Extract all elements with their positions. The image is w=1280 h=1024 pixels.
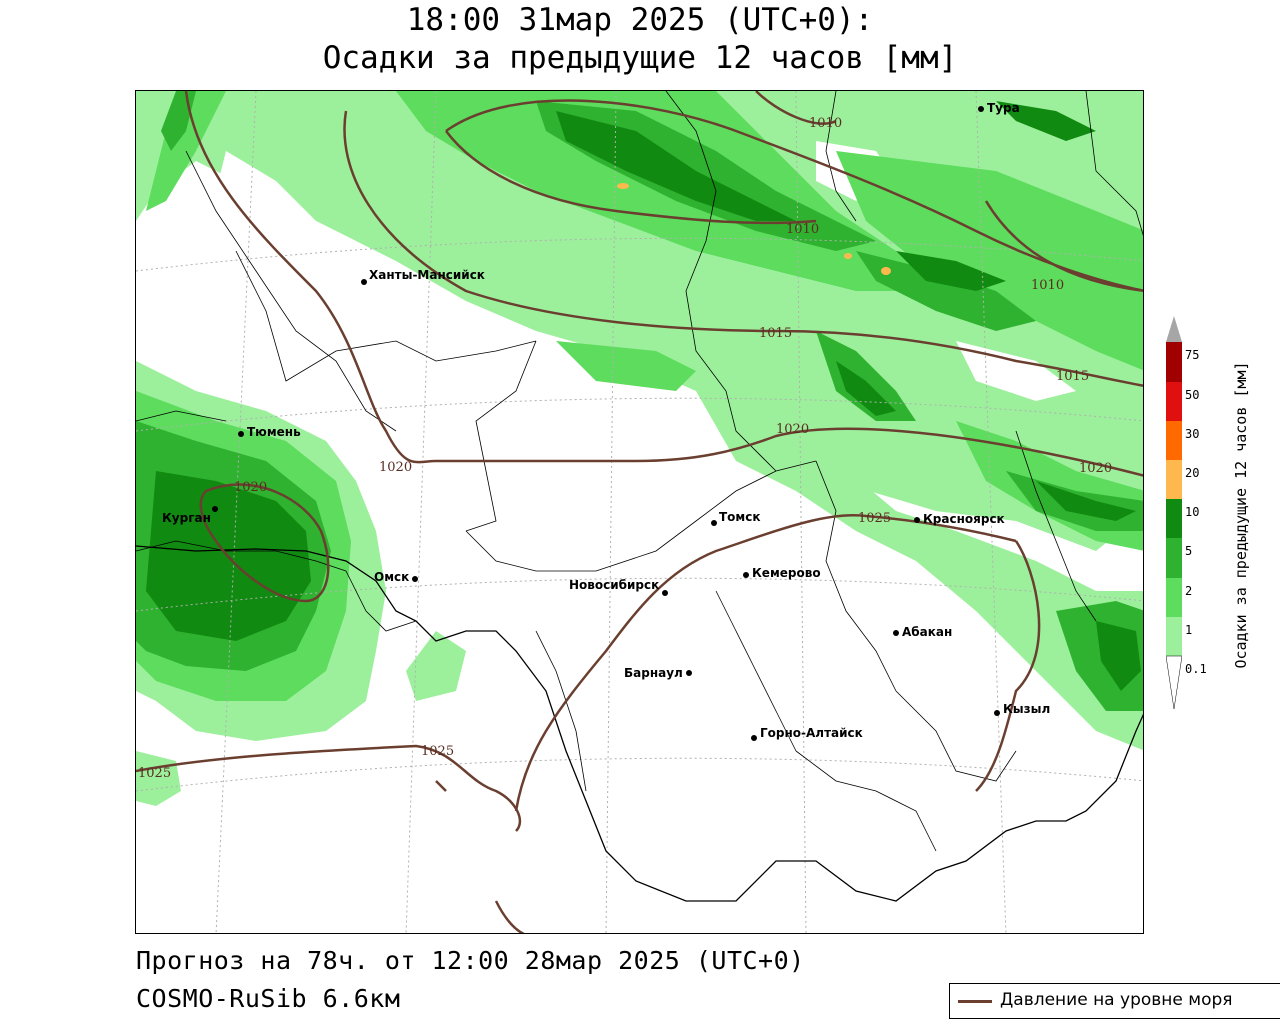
legend-tick-20: 20 xyxy=(1185,466,1200,480)
region-borders xyxy=(136,91,1143,852)
legend-swatch-0.1-1 xyxy=(1166,617,1182,656)
precip-extreme-spots xyxy=(617,183,891,275)
isobar-labels: 1010 1010 1010 1015 1015 1020 1020 1020 … xyxy=(138,116,1112,781)
legend-swatch-5-10 xyxy=(1166,499,1182,538)
city-label-tura: Тура xyxy=(987,101,1020,115)
isobar-label-1020-center: 1020 xyxy=(776,422,809,437)
city-tyumen[interactable]: Тюмень xyxy=(238,425,301,439)
forecast-info: Прогноз на 78ч. от 12:00 28мар 2025 (UTC… xyxy=(136,946,805,975)
city-label-kemerovo: Кемерово xyxy=(752,566,821,580)
legend-tick-1: 1 xyxy=(1185,623,1193,637)
legend-swatch-2-5 xyxy=(1166,538,1182,578)
city-label-tyumen: Тюмень xyxy=(247,425,301,439)
legend-swatch-10-20 xyxy=(1166,460,1182,499)
city-label-novosibirsk: Новосибирск xyxy=(569,578,659,592)
isobar-label-1010-north: 1010 xyxy=(809,116,842,131)
legend-swatch-1-2 xyxy=(1166,578,1182,617)
city-label-barnaul: Барнаул xyxy=(624,666,683,680)
legend-tick-5: 5 xyxy=(1185,544,1193,558)
city-kemerovo[interactable]: Кемерово xyxy=(743,566,821,580)
isobar-legend-label: Давление на уровне моря xyxy=(1000,990,1233,1010)
legend-swatch-50-75 xyxy=(1166,342,1182,382)
city-label-krasnoyarsk: Красноярск xyxy=(923,512,1005,526)
legend-swatch-gt75 xyxy=(1166,316,1182,342)
city-kyzyl[interactable]: Кызыл xyxy=(994,702,1050,716)
precip-color-scale xyxy=(1166,316,1182,709)
city-tura[interactable]: Тура xyxy=(978,101,1020,115)
city-tomsk[interactable]: Томск xyxy=(711,510,761,526)
isobar-label-1020-east: 1020 xyxy=(1079,461,1112,476)
isobar-label-1015-east: 1015 xyxy=(1056,369,1089,384)
city-label-abakan: Абакан xyxy=(902,625,952,639)
city-label-kyzyl: Кызыл xyxy=(1003,702,1050,716)
city-abakan[interactable]: Абакан xyxy=(893,625,952,639)
city-khanty-mansiysk[interactable]: Ханты-Мансийск xyxy=(361,268,485,285)
isobar-label-1015-center: 1015 xyxy=(759,326,792,341)
legend-title: Осадки за предыдущие 12 часов [мм] xyxy=(1232,361,1250,669)
city-label-tomsk: Томск xyxy=(719,510,761,524)
city-gorno-altaysk[interactable]: Горно-Алтайск xyxy=(751,726,863,741)
map-title-variable: Осадки за предыдущие 12 часов [мм] xyxy=(322,40,958,76)
legend-swatch-30-50 xyxy=(1166,382,1182,421)
isobar-legend: Давление на уровне моря xyxy=(949,983,1280,1019)
city-label-kurgan: Курган xyxy=(162,511,211,525)
isobar-label-1010-east: 1010 xyxy=(1031,278,1064,293)
map-title-time: 18:00 31мар 2025 (UTC+0): xyxy=(406,2,874,38)
city-label-gorno-altaysk: Горно-Алтайск xyxy=(760,726,863,740)
legend-tick-50: 50 xyxy=(1185,388,1200,402)
city-label-omsk: Омск xyxy=(374,570,409,584)
legend-tick-75: 75 xyxy=(1185,348,1200,362)
isobar-label-1025-east: 1025 xyxy=(858,511,891,526)
legend-swatch-20-30 xyxy=(1166,421,1182,460)
legend-tick-0.1: 0.1 xyxy=(1185,662,1207,676)
isobar-label-1025-west: 1025 xyxy=(138,766,171,781)
isobar-label-1020-kurgan: 1020 xyxy=(234,480,267,495)
model-name: COSMO-RuSib 6.6км xyxy=(136,984,401,1013)
legend-swatch-lt0.1 xyxy=(1166,655,1182,709)
city-novosibirsk[interactable]: Новосибирск xyxy=(569,578,668,596)
legend-tick-30: 30 xyxy=(1185,427,1200,441)
city-barnaul[interactable]: Барнаул xyxy=(624,666,692,680)
city-krasnoyarsk[interactable]: Красноярск xyxy=(914,512,1005,526)
precipitation-map[interactable]: 1010 1010 1010 1015 1015 1020 1020 1020 … xyxy=(135,90,1144,934)
country-border xyxy=(136,545,1143,902)
city-omsk[interactable]: Омск xyxy=(374,570,418,584)
map-canvas: 1010 1010 1010 1015 1015 1020 1020 1020 … xyxy=(136,91,1143,933)
city-label-khanty-mansiysk: Ханты-Мансийск xyxy=(369,268,485,282)
isobar-label-1020-west: 1020 xyxy=(379,460,412,475)
isobars xyxy=(136,91,1143,933)
legend-tick-10: 10 xyxy=(1185,505,1200,519)
isobar-label-1025-south: 1025 xyxy=(421,744,454,759)
legend-tick-2: 2 xyxy=(1185,584,1193,598)
city-kurgan[interactable]: Курган xyxy=(162,506,218,525)
isobar-legend-line xyxy=(958,1000,992,1003)
cities: Тура Ханты-Мансийск Тюмень Курган Омск Н… xyxy=(162,101,1050,741)
isobar-label-1010-center: 1010 xyxy=(786,222,819,237)
